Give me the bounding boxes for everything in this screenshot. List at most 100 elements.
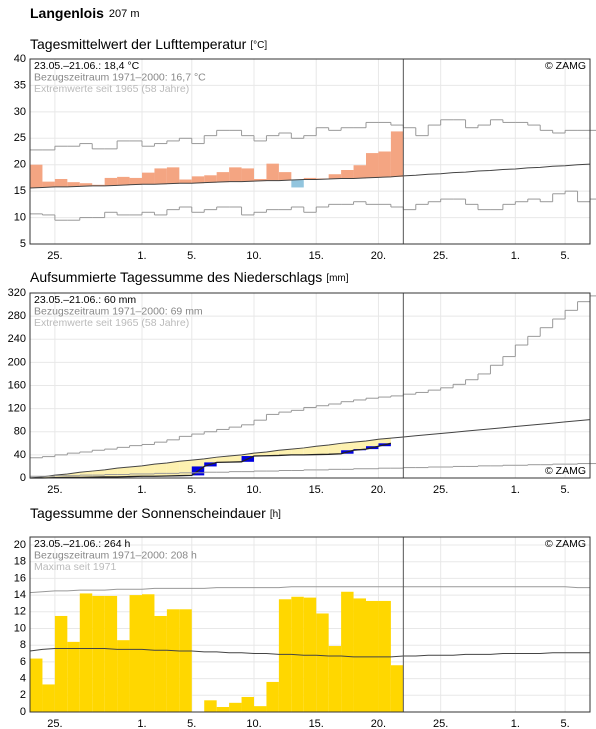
y-tick-label: 30 <box>14 106 26 118</box>
bar <box>179 609 192 712</box>
y-tick-label: 40 <box>14 449 26 461</box>
x-tick-label: 1. <box>137 484 146 496</box>
credit: © ZAMG <box>545 538 586 550</box>
credit: © ZAMG <box>545 60 586 72</box>
bar <box>67 641 80 712</box>
x-tick-label: 1. <box>137 718 146 729</box>
x-tick-label: 25. <box>433 718 448 729</box>
difference-area <box>154 462 167 477</box>
bar <box>92 595 105 712</box>
station-name: Langenlois <box>30 5 104 21</box>
anomaly-bar <box>179 179 192 184</box>
x-tick-label: 5. <box>187 484 196 496</box>
x-tick-label: 5. <box>187 718 196 729</box>
x-tick-label: 10. <box>246 718 261 729</box>
y-tick-label: 35 <box>14 79 26 91</box>
y-tick-label: 40 <box>14 53 26 65</box>
y-tick-label: 15 <box>14 185 26 197</box>
difference-area <box>142 464 155 477</box>
x-tick-label: 25. <box>433 484 448 496</box>
note: 23.05.–21.06.: 264 h <box>34 538 130 550</box>
bar <box>142 594 155 712</box>
anomaly-bar <box>30 164 43 188</box>
y-tick-label: 240 <box>8 333 26 345</box>
chart-unit: [h] <box>270 509 281 520</box>
note: Maxima seit 1971 <box>34 561 116 573</box>
anomaly-bar <box>303 177 317 180</box>
bar <box>54 615 68 712</box>
station-elevation: 207 m <box>109 8 140 20</box>
y-tick-label: 120 <box>8 403 26 415</box>
difference-area <box>291 447 304 455</box>
y-tick-label: 10 <box>14 622 26 634</box>
y-tick-label: 0 <box>20 706 26 718</box>
cumulative-line <box>30 442 392 479</box>
y-tick-label: 4 <box>20 673 26 685</box>
reference-line <box>29 419 591 479</box>
anomaly-bar <box>229 167 242 182</box>
difference-area <box>278 449 292 456</box>
x-tick-label: 20. <box>371 250 386 262</box>
anomaly-bar <box>54 178 68 187</box>
x-tick-label: 25. <box>47 250 62 262</box>
x-tick-label: 1. <box>511 718 520 729</box>
note: 23.05.–21.06.: 60 mm <box>34 294 136 306</box>
y-tick-label: 10 <box>14 211 26 223</box>
x-tick-label: 5. <box>187 250 196 262</box>
x-tick-label: 5. <box>561 484 570 496</box>
bar <box>341 591 354 712</box>
bar <box>117 640 130 712</box>
difference-area <box>216 456 230 463</box>
anomaly-bar <box>142 172 155 185</box>
anomaly-bar <box>92 184 105 186</box>
bar <box>30 658 43 712</box>
note: Extremwerte seit 1965 (58 Jahre) <box>34 83 189 95</box>
y-tick-label: 320 <box>8 287 26 299</box>
anomaly-bar <box>104 177 118 186</box>
note: Bezugszeitraum 1971–2000: 16,7 °C <box>34 71 206 83</box>
bar <box>266 681 279 712</box>
bar <box>79 593 93 712</box>
difference-area <box>303 446 317 455</box>
note: Bezugszeitraum 1971–2000: 208 h <box>34 549 197 561</box>
anomaly-bar <box>129 177 142 185</box>
bar <box>42 684 55 712</box>
reference-line <box>29 648 590 658</box>
chart-unit: [mm] <box>326 273 348 284</box>
y-tick-label: 5 <box>20 238 26 250</box>
difference-area <box>328 443 342 455</box>
anomaly-bar <box>366 153 379 178</box>
bar <box>229 702 242 712</box>
bar <box>316 613 329 712</box>
plot-frame <box>29 292 591 479</box>
anomaly-bar <box>341 170 354 179</box>
x-tick-label: 15. <box>309 484 324 496</box>
bar <box>390 665 404 712</box>
difference-area <box>179 460 192 476</box>
anomaly-bar <box>79 183 93 187</box>
y-tick-label: 20 <box>14 539 26 551</box>
x-tick-label: 10. <box>246 484 261 496</box>
difference-area <box>229 454 242 463</box>
anomaly-bar <box>166 167 180 184</box>
x-tick-label: 1. <box>137 250 146 262</box>
y-tick-label: 6 <box>20 656 26 668</box>
x-tick-label: 15. <box>309 250 324 262</box>
anomaly-bar <box>216 172 230 183</box>
chart-title: Tagessumme der Sonnenscheindauer [h] <box>30 505 281 521</box>
plot-background <box>30 59 590 244</box>
x-tick-label: 5. <box>561 250 570 262</box>
anomaly-bar <box>254 178 267 182</box>
x-tick-label: 10. <box>246 250 261 262</box>
y-tick-label: 2 <box>20 689 26 701</box>
y-tick-label: 0 <box>20 472 26 484</box>
bar <box>129 595 142 712</box>
anomaly-bar <box>204 175 217 183</box>
anomaly-bar <box>67 182 80 187</box>
bar <box>254 706 267 712</box>
anomaly-bar <box>378 151 391 178</box>
bar <box>204 700 217 712</box>
bar <box>353 598 366 712</box>
difference-area <box>353 441 366 451</box>
